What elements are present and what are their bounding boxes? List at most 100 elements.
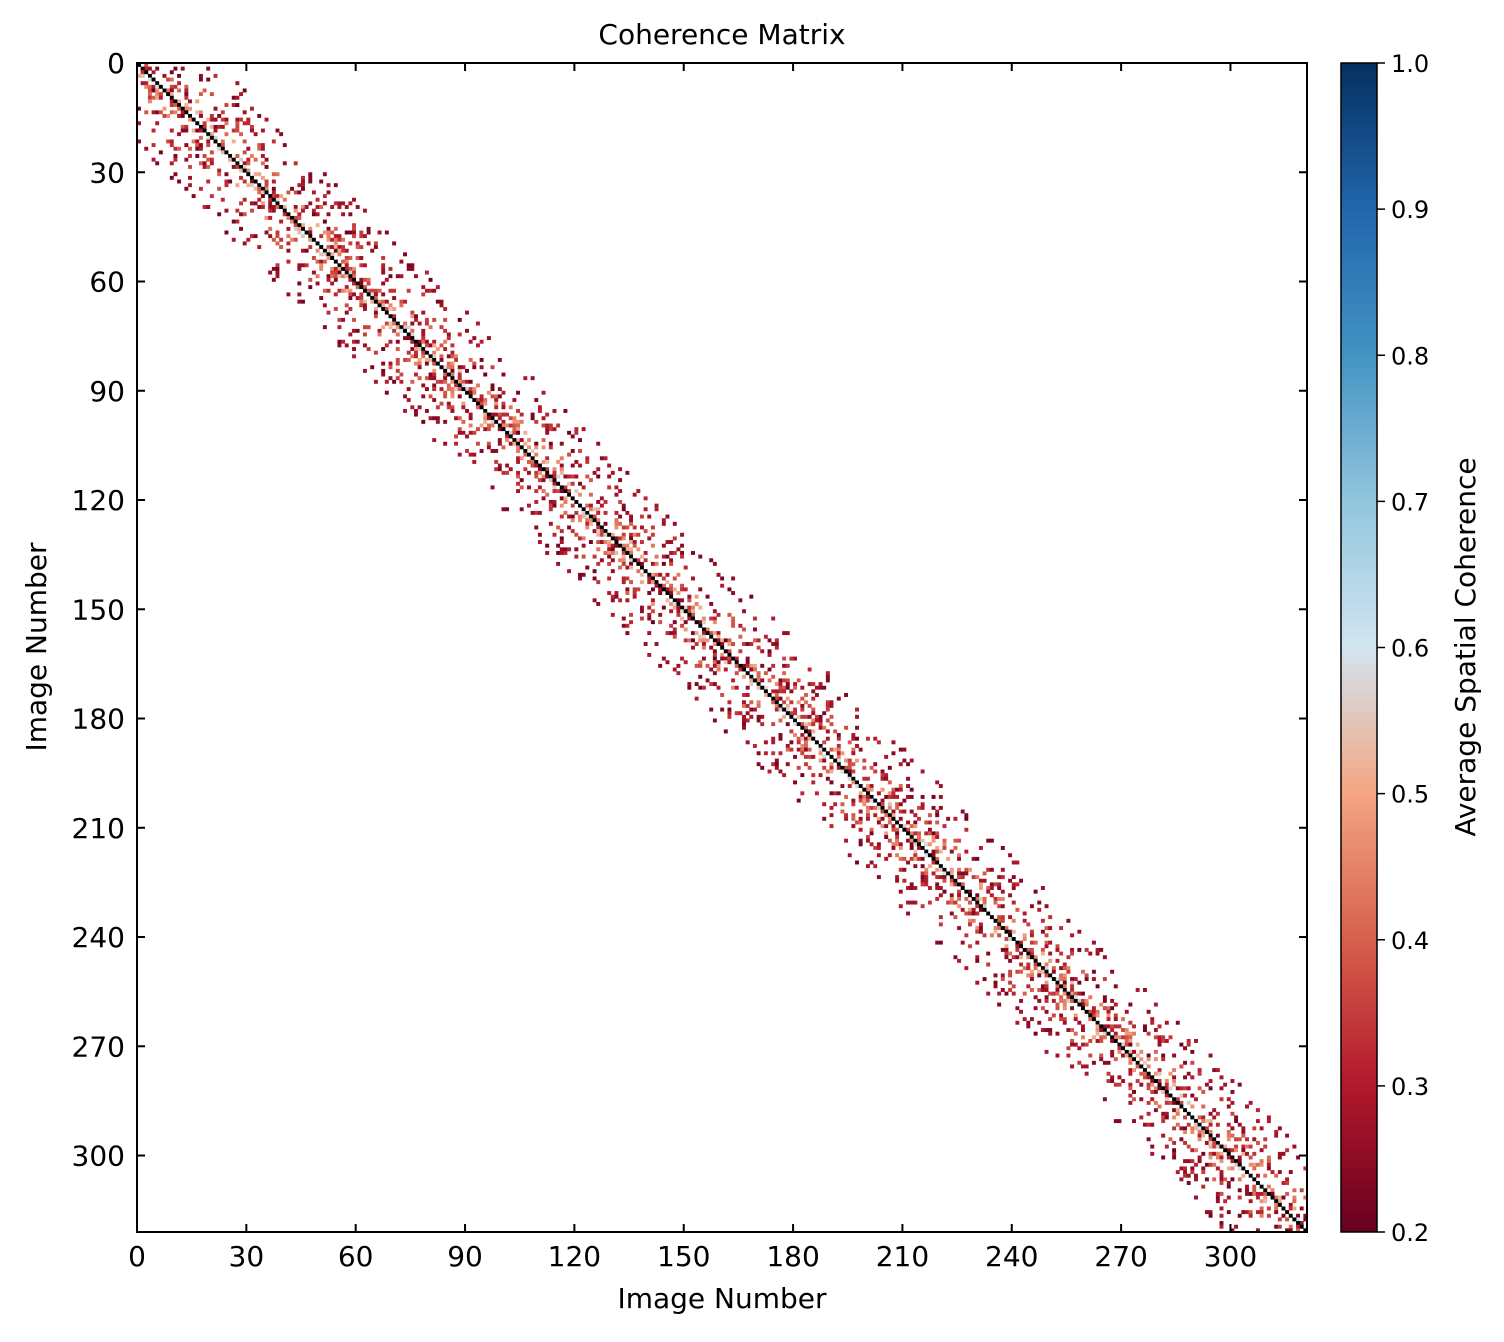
matrix-cell bbox=[246, 157, 251, 162]
matrix-cell bbox=[1150, 1089, 1155, 1094]
matrix-cell bbox=[1124, 1031, 1129, 1036]
matrix-cell bbox=[1248, 1191, 1253, 1196]
matrix-cell bbox=[913, 831, 918, 836]
matrix-cell bbox=[1044, 904, 1049, 909]
matrix-cell bbox=[1252, 1184, 1257, 1189]
matrix-cell bbox=[1245, 1151, 1249, 1156]
matrix-cell bbox=[1190, 1104, 1195, 1109]
diagonal-cell bbox=[1270, 1195, 1275, 1200]
matrix-cell bbox=[935, 820, 940, 825]
diagonal-cell bbox=[162, 88, 167, 93]
matrix-cell bbox=[421, 328, 426, 333]
matrix-cell bbox=[1219, 1213, 1224, 1218]
matrix-cell bbox=[745, 685, 750, 690]
matrix-cell bbox=[399, 299, 404, 304]
matrix-cell bbox=[767, 638, 772, 643]
matrix-cell bbox=[971, 907, 976, 912]
matrix-cell bbox=[880, 776, 885, 781]
matrix-cell bbox=[1172, 1126, 1177, 1131]
matrix-cell bbox=[720, 583, 725, 588]
matrix-cell bbox=[927, 864, 932, 869]
matrix-cell bbox=[1259, 1162, 1264, 1167]
x-tick-label: 240 bbox=[985, 1240, 1038, 1273]
matrix-cell bbox=[260, 161, 265, 166]
matrix-cell bbox=[1055, 1006, 1060, 1011]
matrix-cell bbox=[1033, 1006, 1038, 1011]
matrix-cell bbox=[395, 339, 400, 344]
colorbar-tick-label: 0.4 bbox=[1391, 927, 1429, 955]
matrix-cell bbox=[326, 234, 331, 239]
matrix-cell bbox=[1084, 973, 1089, 978]
matrix-cell bbox=[301, 205, 305, 209]
matrix-cell bbox=[1161, 1119, 1166, 1124]
matrix-cell bbox=[537, 467, 542, 472]
matrix-cell bbox=[709, 631, 714, 636]
diagonal-cell bbox=[654, 580, 659, 585]
matrix-cell bbox=[341, 317, 346, 322]
matrix-cell bbox=[1135, 1053, 1140, 1058]
matrix-cell bbox=[836, 791, 841, 796]
matrix-cell bbox=[705, 594, 710, 599]
matrix-cell bbox=[920, 882, 925, 887]
matrix-cell bbox=[869, 860, 874, 865]
matrix-cell bbox=[665, 598, 670, 603]
matrix-cell bbox=[629, 540, 633, 545]
matrix-cell bbox=[1230, 1126, 1235, 1131]
matrix-cell bbox=[381, 266, 386, 271]
matrix-cell bbox=[858, 827, 863, 832]
matrix-cell bbox=[173, 66, 178, 71]
matrix-cell bbox=[1088, 1009, 1093, 1014]
diagonal-cell bbox=[224, 150, 229, 155]
matrix-cell bbox=[352, 197, 356, 202]
matrix-cell bbox=[873, 864, 878, 869]
matrix-cell bbox=[1263, 1137, 1268, 1142]
matrix-cell bbox=[1208, 1122, 1213, 1127]
matrix-cell bbox=[286, 215, 291, 220]
matrix-cell bbox=[1146, 1086, 1151, 1091]
matrix-cell bbox=[443, 390, 448, 395]
matrix-cell bbox=[625, 576, 630, 581]
matrix-cell bbox=[417, 405, 422, 410]
matrix-cell bbox=[377, 288, 382, 293]
matrix-cell bbox=[202, 121, 207, 126]
matrix-cell bbox=[315, 223, 320, 228]
matrix-cell bbox=[1128, 1035, 1133, 1040]
matrix-cell bbox=[1099, 1028, 1104, 1032]
matrix-cell bbox=[249, 106, 254, 111]
matrix-cell bbox=[975, 940, 980, 945]
matrix-cell bbox=[855, 707, 859, 712]
matrix-cell bbox=[1237, 1122, 1242, 1127]
matrix-cell bbox=[989, 867, 994, 872]
matrix-cell bbox=[942, 838, 947, 843]
matrix-cell bbox=[1150, 1122, 1155, 1127]
matrix-cell bbox=[1062, 980, 1067, 985]
diagonal-cell bbox=[767, 693, 772, 697]
matrix-cell bbox=[297, 266, 302, 271]
matrix-cell bbox=[906, 886, 911, 890]
matrix-cell bbox=[537, 540, 542, 545]
matrix-cell bbox=[942, 878, 947, 883]
matrix-cell bbox=[151, 88, 156, 93]
matrix-cell bbox=[829, 813, 834, 818]
matrix-cell bbox=[319, 205, 324, 209]
matrix-cell bbox=[231, 103, 236, 107]
matrix-cell bbox=[1241, 1210, 1246, 1215]
matrix-cell bbox=[701, 656, 706, 661]
matrix-cell bbox=[282, 212, 287, 217]
matrix-cell bbox=[957, 856, 962, 861]
matrix-cell bbox=[1292, 1144, 1297, 1149]
matrix-cell bbox=[1255, 1191, 1260, 1196]
matrix-cell bbox=[669, 591, 674, 595]
matrix-cell bbox=[1048, 926, 1053, 931]
diagonal-cell bbox=[1161, 1086, 1166, 1091]
diagonal-cell bbox=[567, 492, 572, 497]
matrix-cell bbox=[986, 962, 991, 967]
matrix-cell bbox=[166, 113, 171, 118]
matrix-cell bbox=[993, 973, 998, 978]
matrix-cell bbox=[625, 470, 630, 475]
diagonal-cell bbox=[293, 219, 298, 224]
matrix-cell bbox=[1212, 1177, 1217, 1182]
matrix-cell bbox=[993, 900, 998, 905]
matrix-cell bbox=[742, 725, 746, 730]
matrix-cell bbox=[876, 875, 881, 880]
